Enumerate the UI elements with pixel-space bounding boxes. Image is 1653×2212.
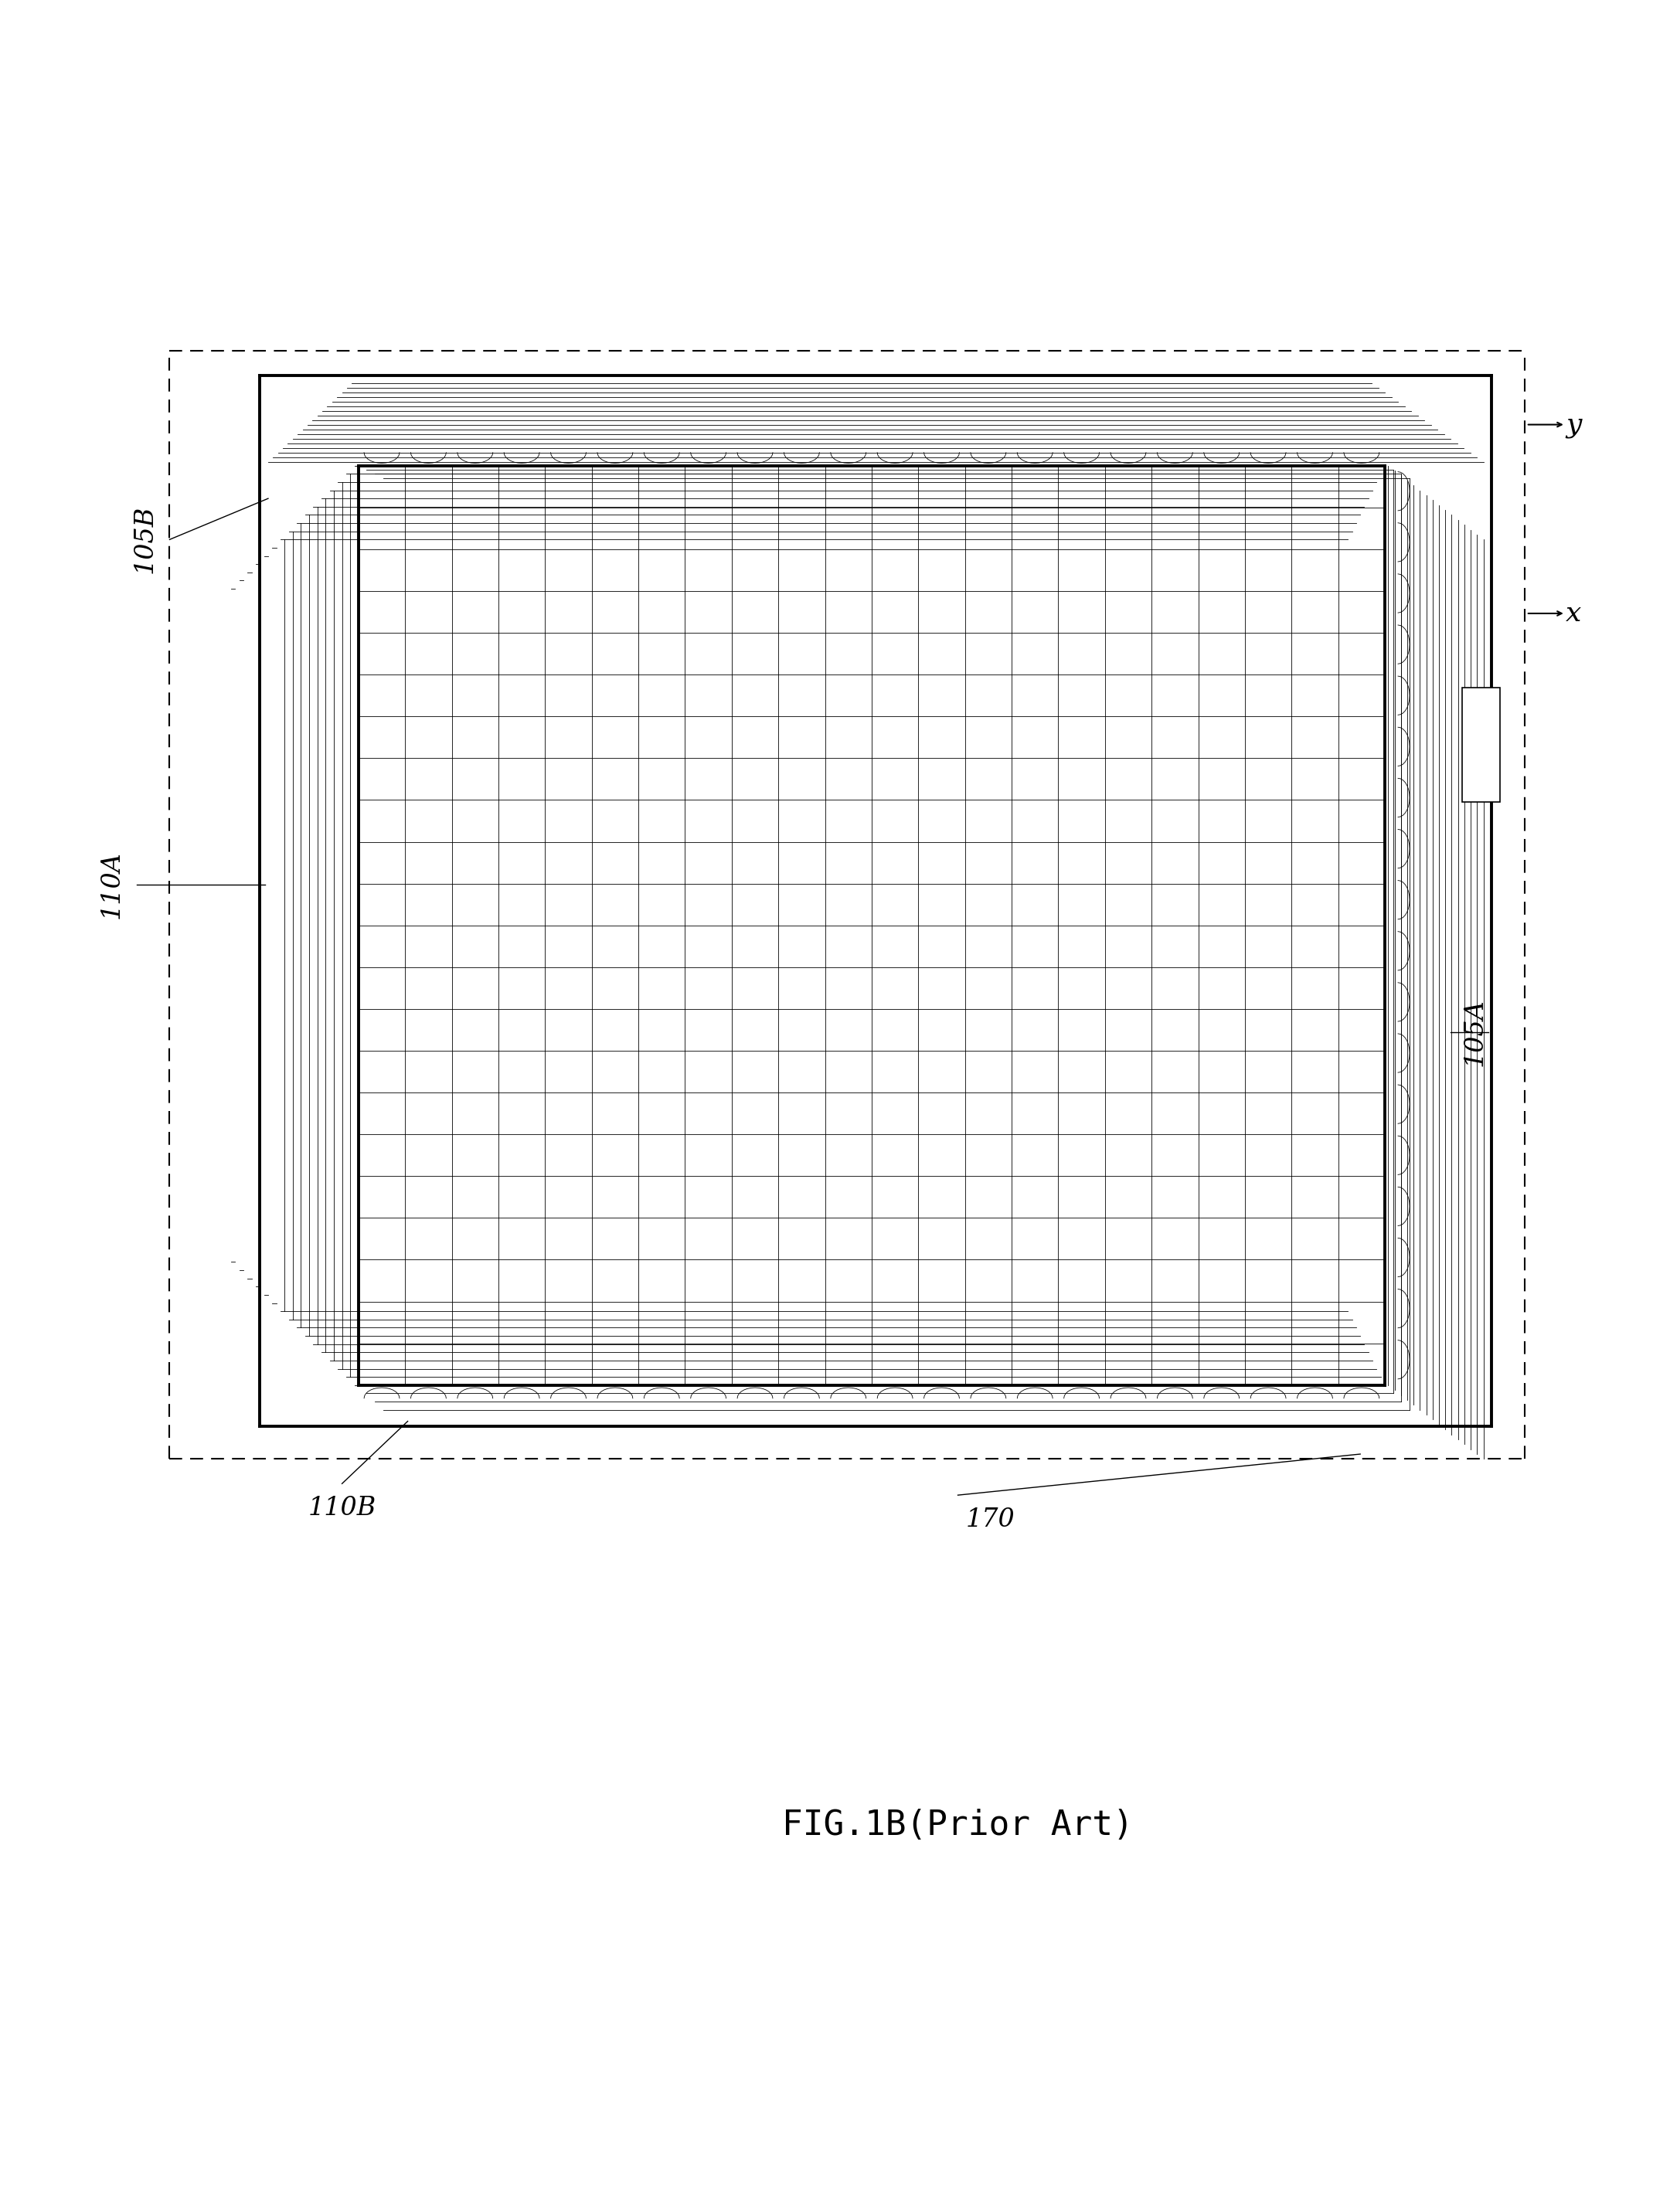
Text: 170: 170 xyxy=(965,1506,1015,1533)
Text: 105B: 105B xyxy=(132,507,157,573)
Text: x: x xyxy=(1565,599,1582,626)
Text: 110B: 110B xyxy=(307,1495,377,1520)
Text: FIG.1B(Prior Art): FIG.1B(Prior Art) xyxy=(782,1809,1134,1843)
Bar xyxy=(1461,688,1499,803)
Text: 105A: 105A xyxy=(1463,998,1488,1066)
Text: y: y xyxy=(1565,411,1582,438)
Text: 110A: 110A xyxy=(99,849,124,918)
